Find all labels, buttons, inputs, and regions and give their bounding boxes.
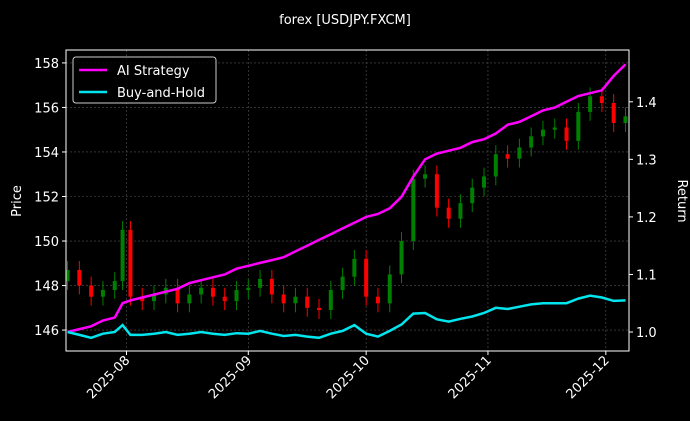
candle-body (293, 296, 298, 304)
legend-box (72, 56, 217, 104)
candle-body (576, 111, 581, 141)
candle-body (552, 127, 557, 130)
candle-body (317, 307, 322, 311)
x-tick-label: 2025-12 (564, 353, 613, 402)
candle-body (281, 294, 286, 304)
y-tick-label: 156 (34, 101, 59, 116)
candle-body (234, 289, 239, 302)
candle-body (65, 269, 70, 282)
x-tick-label: 2025-08 (84, 353, 133, 402)
candle-body (328, 289, 333, 311)
candle-body (364, 258, 369, 297)
y-tick-label: 148 (34, 280, 59, 295)
candle-body (470, 187, 475, 204)
candle-body (222, 296, 227, 302)
candle-body (100, 289, 105, 297)
candle-body (517, 147, 522, 159)
candle-body (352, 258, 357, 277)
candle-body (623, 116, 628, 124)
candle-body (375, 296, 380, 304)
y2-tick-label: 1.0 (636, 326, 657, 341)
candle-body (89, 285, 94, 297)
legend-label: Buy-and-Hold (117, 86, 205, 101)
candle-body (387, 274, 392, 304)
candle-body (187, 294, 192, 304)
candle-body (423, 174, 428, 179)
candle-body (529, 136, 534, 148)
candle-body (458, 203, 463, 219)
y-tick-label: 146 (34, 324, 59, 339)
x-tick-label: 2025-09 (206, 353, 255, 402)
y-tick-label: 152 (34, 190, 59, 205)
candle-body (175, 287, 180, 304)
candle-body (140, 296, 145, 302)
y-axis-label: Price (10, 185, 25, 217)
candle-body (269, 278, 274, 295)
chart-title: forex [USDJPY.FXCM] (279, 13, 411, 28)
candle-body (128, 229, 133, 297)
candle-body (540, 129, 545, 137)
legend-label: AI Strategy (117, 64, 190, 79)
candle-body (258, 278, 263, 288)
y-tick-label: 154 (34, 146, 59, 161)
candle-body (112, 281, 117, 290)
candle-body (246, 287, 251, 290)
candle-body (210, 287, 215, 297)
y2-tick-label: 1.2 (636, 211, 657, 226)
line-series (67, 294, 626, 340)
candle-body (493, 154, 498, 177)
x-tick-label: 2025-11 (446, 353, 495, 402)
candle-body (305, 296, 310, 308)
x-tick-label: 2025-10 (324, 353, 373, 402)
y-tick-label: 150 (34, 235, 59, 250)
plot-frame (65, 49, 630, 352)
candle-body (505, 154, 510, 159)
candle-body (482, 176, 487, 188)
y2-tick-label: 1.3 (636, 153, 657, 168)
y-tick-label: 158 (34, 57, 59, 72)
candle-body (564, 127, 569, 141)
candle-body (599, 96, 604, 103)
candle-body (399, 241, 404, 275)
candle-body (411, 178, 416, 242)
candle-body (588, 96, 593, 112)
candle-body (199, 287, 204, 295)
candle-body (340, 276, 345, 290)
candle-body (446, 207, 451, 219)
y2-tick-label: 1.1 (636, 268, 657, 283)
y2-tick-label: 1.4 (636, 96, 657, 111)
candle-body (611, 102, 616, 124)
candle-body (77, 269, 82, 286)
line-series (67, 63, 627, 334)
candle-body (434, 174, 439, 208)
candle-body (152, 294, 157, 302)
candle-body (120, 229, 125, 282)
y2-axis-label: Return (674, 179, 689, 222)
